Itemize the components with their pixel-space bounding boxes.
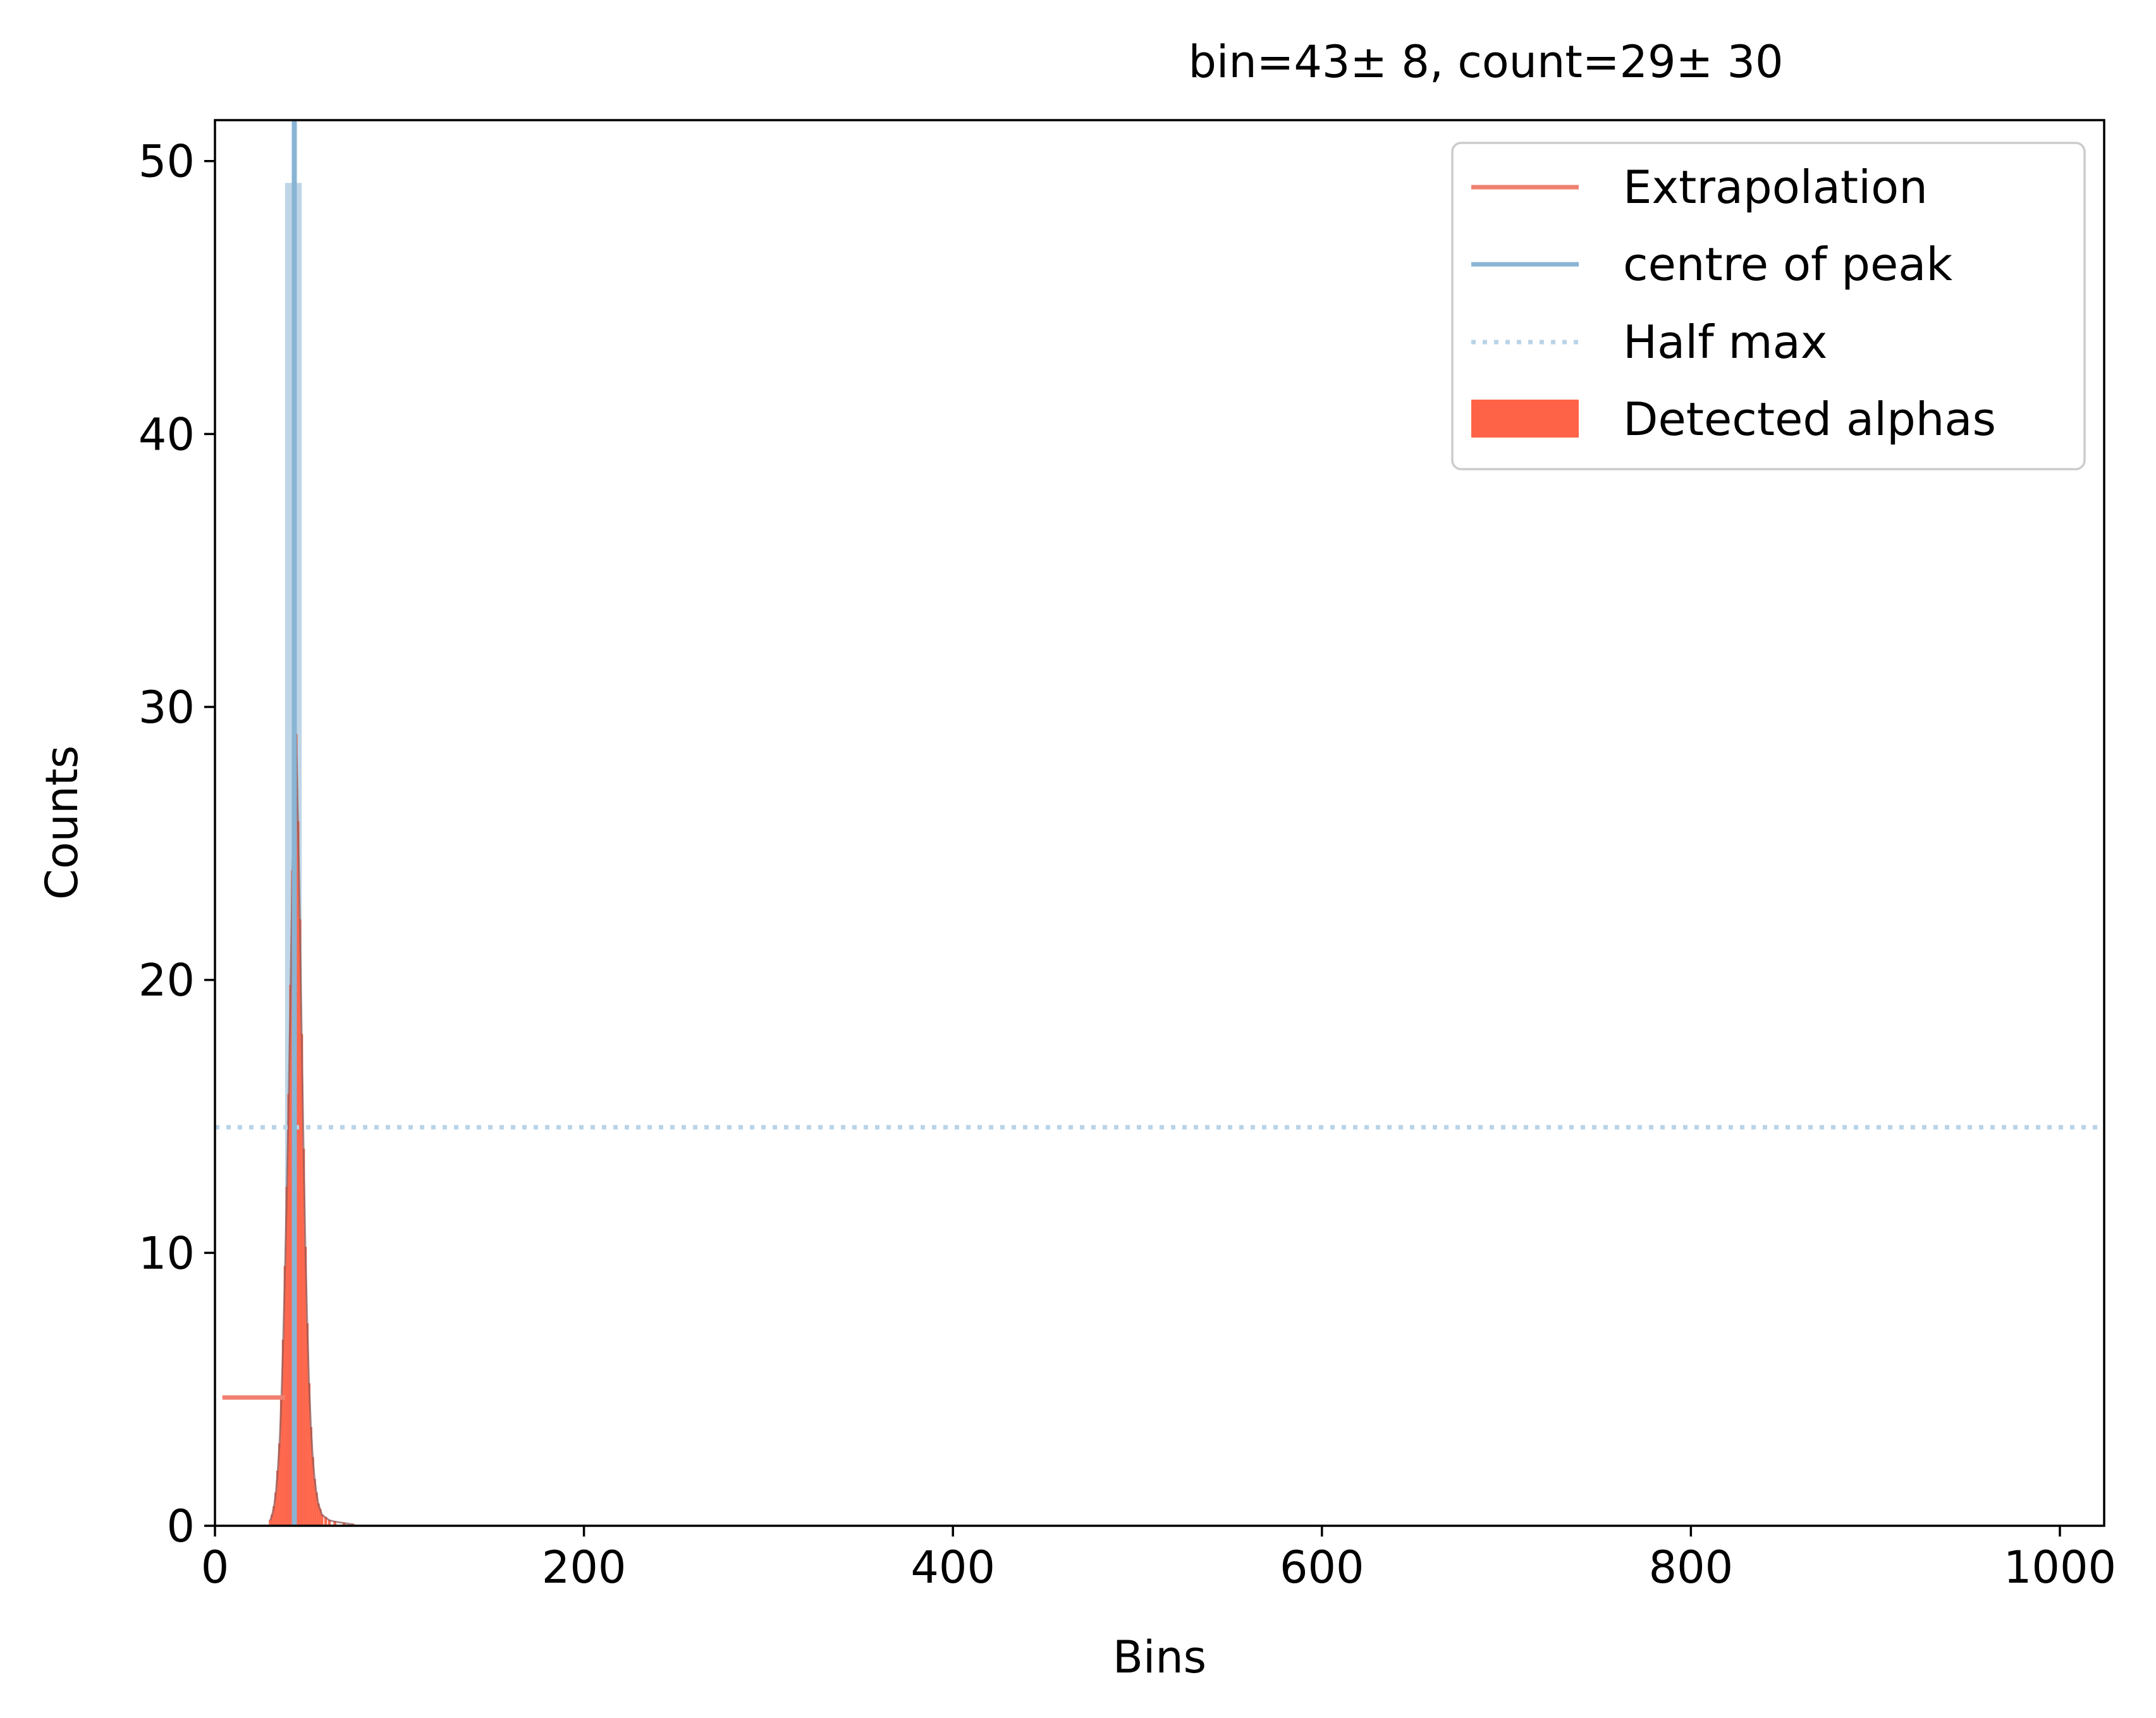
y-tick-label: 10 bbox=[138, 1227, 195, 1279]
y-tick-label: 0 bbox=[166, 1500, 195, 1552]
x-tick-label: 1000 bbox=[2004, 1542, 2116, 1593]
y-axis-label: Counts bbox=[36, 745, 88, 900]
legend: Extrapolation centre of peak Half max De… bbox=[1451, 142, 2086, 470]
peak-outline bbox=[269, 734, 354, 1526]
legend-label-detected-alphas: Detected alphas bbox=[1623, 393, 1996, 446]
x-tick-label: 400 bbox=[910, 1542, 995, 1593]
y-tick-label: 30 bbox=[138, 682, 195, 733]
x-axis-label: Bins bbox=[1113, 1631, 1206, 1683]
x-tick-label: 200 bbox=[542, 1542, 627, 1593]
chart-title: bin=43± 8, count=29± 30 bbox=[1188, 36, 1783, 88]
plot-area bbox=[215, 120, 2104, 1526]
legend-label-centre-of-peak: centre of peak bbox=[1623, 238, 1952, 291]
legend-frame bbox=[1451, 142, 2086, 470]
y-tick-label: 40 bbox=[138, 408, 195, 460]
y-tick-label: 50 bbox=[138, 136, 195, 188]
y-tick-label: 20 bbox=[138, 955, 195, 1007]
x-axis: 0 200 400 600 800 1000 bbox=[201, 1526, 2116, 1593]
x-tick-label: 800 bbox=[1649, 1542, 1734, 1593]
x-tick-label: 600 bbox=[1280, 1542, 1364, 1593]
axes-frame bbox=[214, 119, 2105, 1527]
legend-swatch-detected-alphas bbox=[1471, 400, 1579, 438]
legend-label-half-max: Half max bbox=[1623, 316, 1827, 369]
legend-label-extrapolation: Extrapolation bbox=[1623, 161, 1928, 214]
y-axis: 0 10 20 30 40 50 bbox=[138, 136, 215, 1552]
x-tick-label: 0 bbox=[201, 1542, 230, 1593]
